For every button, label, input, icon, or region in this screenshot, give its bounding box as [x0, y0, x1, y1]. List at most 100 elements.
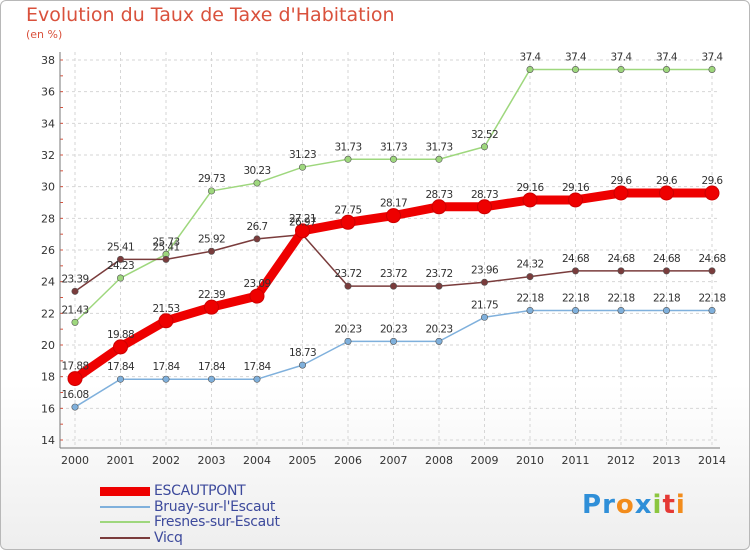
- data-label: 27.21: [289, 213, 316, 225]
- y-tick-label: 36: [41, 86, 55, 99]
- data-point: [386, 208, 401, 224]
- data-label: 22.18: [653, 292, 680, 304]
- x-tick-label: 2005: [289, 454, 317, 467]
- data-label: 18.73: [289, 347, 316, 359]
- data-point: [389, 155, 397, 163]
- data-point: [435, 337, 443, 345]
- data-label: 16.08: [61, 389, 88, 401]
- x-tick-label: 2013: [653, 454, 681, 467]
- data-point: [117, 255, 125, 263]
- data-point: [708, 66, 716, 74]
- data-point: [67, 371, 83, 387]
- y-tick-label: 38: [41, 54, 55, 67]
- data-label: 37.4: [611, 52, 633, 64]
- x-tick-label: 2001: [107, 454, 135, 467]
- data-point: [526, 66, 534, 74]
- data-label: 29.16: [562, 182, 590, 194]
- y-tick-label: 20: [41, 339, 55, 352]
- data-point: [162, 255, 170, 263]
- data-point: [477, 199, 492, 215]
- logo-letter: x: [634, 490, 653, 520]
- data-point: [526, 306, 534, 314]
- legend-swatch: [100, 536, 150, 539]
- data-label: 29.16: [516, 182, 544, 194]
- data-label: 22.39: [198, 289, 225, 301]
- data-point: [71, 318, 79, 326]
- series-layer: [67, 66, 720, 411]
- data-label: 28.73: [425, 189, 452, 201]
- data-label: 19.88: [107, 329, 134, 341]
- data-point: [298, 163, 306, 171]
- data-point: [526, 273, 534, 281]
- legend-swatch: [100, 486, 150, 496]
- data-label: 31.73: [425, 141, 452, 153]
- y-tick-label: 24: [41, 276, 55, 289]
- logo-letter: i: [652, 490, 663, 520]
- data-label: 37.4: [565, 52, 587, 64]
- data-label: 17.84: [107, 361, 135, 373]
- data-label: 31.23: [289, 149, 316, 161]
- data-label: 37.4: [702, 52, 724, 64]
- data-point: [617, 267, 625, 275]
- y-tick-label: 16: [41, 402, 55, 415]
- proxiti-logo: Proxiti: [582, 490, 686, 520]
- data-label: 22.18: [516, 292, 543, 304]
- data-label: 26.97: [289, 217, 316, 229]
- chart-axes: 14 16 18 20 22 24 26 28 30 32 34 36 38 2000 2001 2002 20…: [41, 52, 726, 467]
- data-label: 23.39: [61, 273, 88, 285]
- data-point: [208, 247, 216, 255]
- data-label: 31.73: [380, 141, 407, 153]
- data-point: [344, 282, 352, 290]
- logo-letter: i: [675, 490, 686, 520]
- data-label: 23.72: [334, 268, 361, 280]
- y-tick-label: 34: [41, 117, 55, 130]
- data-label: 28.73: [471, 189, 498, 201]
- legend-label: Vicq: [154, 529, 183, 546]
- y-tick-label: 14: [41, 434, 55, 447]
- legend-label: ESCAUTPONT: [154, 483, 246, 499]
- legend-label: Bruay-sur-l'Escaut: [154, 498, 276, 515]
- data-label: 20.23: [334, 323, 361, 335]
- data-point: [71, 287, 79, 295]
- data-point: [571, 267, 579, 275]
- data-label: 37.4: [656, 52, 678, 64]
- data-point: [662, 267, 670, 275]
- data-point: [117, 375, 125, 383]
- logo-letter: r: [602, 490, 616, 520]
- data-label: 22.18: [562, 292, 589, 304]
- data-point: [435, 155, 443, 163]
- x-tick-label: 2014: [698, 454, 726, 467]
- data-label: 17.84: [243, 361, 271, 373]
- data-point: [613, 185, 629, 201]
- x-tick-label: 2012: [607, 454, 635, 467]
- data-label: 24.68: [653, 253, 680, 265]
- data-label: 25.41: [152, 241, 179, 253]
- data-point: [571, 306, 579, 314]
- data-point: [249, 288, 265, 304]
- data-point: [480, 143, 488, 151]
- data-label: 29.6: [656, 175, 678, 187]
- data-label: 31.73: [334, 141, 361, 153]
- data-label: 29.6: [611, 175, 633, 187]
- data-label: 29.73: [198, 173, 225, 185]
- data-label: 20.23: [380, 323, 407, 335]
- x-tick-label: 2003: [198, 454, 226, 467]
- chart-title: Evolution du Taux de Taxe d'Habitation: [26, 4, 395, 26]
- data-point: [571, 66, 579, 74]
- y-tick-label: 26: [41, 244, 55, 257]
- y-tick-label: 28: [41, 212, 55, 225]
- data-point: [708, 267, 716, 275]
- data-label: 21.53: [152, 303, 179, 315]
- data-point: [158, 313, 174, 329]
- data-point: [344, 155, 352, 163]
- data-point: [344, 337, 352, 345]
- data-label: 23.72: [425, 268, 452, 280]
- data-point: [617, 66, 625, 74]
- x-tick-label: 2006: [334, 454, 362, 467]
- data-point: [204, 299, 219, 315]
- x-tick-label: 2011: [562, 454, 590, 467]
- legend-swatch: [100, 521, 150, 523]
- data-point: [298, 361, 306, 369]
- data-point: [389, 282, 397, 290]
